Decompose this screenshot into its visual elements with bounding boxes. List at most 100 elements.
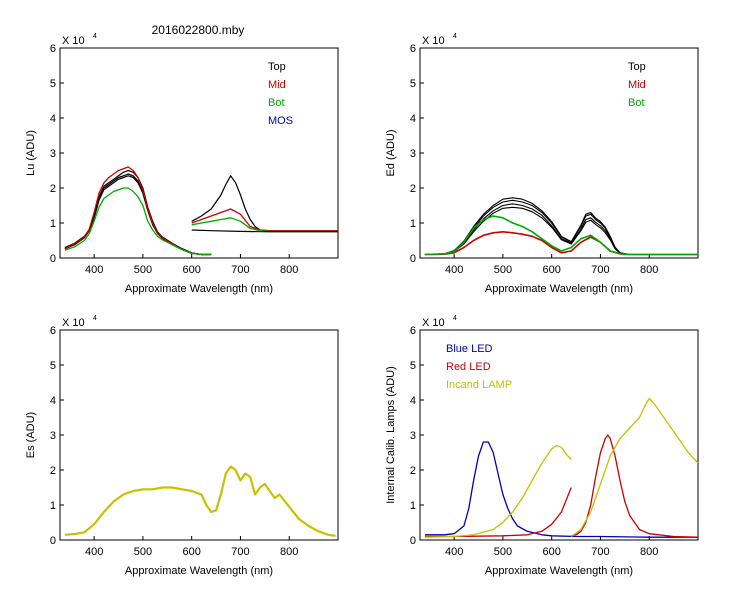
y-tick-label: 0 bbox=[50, 535, 56, 547]
x-tick-label: 700 bbox=[591, 546, 609, 558]
y-tick-label: 3 bbox=[50, 148, 56, 160]
y-tick-label: 3 bbox=[50, 430, 56, 442]
y-tick-label: 6 bbox=[50, 325, 56, 337]
series-line-top bbox=[64, 173, 212, 256]
series-line-bot bbox=[191, 217, 338, 233]
plot-frame bbox=[419, 47, 699, 259]
y-tick-label: 6 bbox=[410, 43, 416, 55]
series-line-bot bbox=[64, 187, 212, 256]
x-tick-label: 500 bbox=[134, 546, 152, 558]
legend-entry-incand-lamp: Incand LAMP bbox=[446, 379, 512, 391]
panel-lamps: 0 1 2 3 4 5 6 400 500 600 700 800 X 10 4 Approximate W… bbox=[385, 315, 699, 577]
y-multiplier-exponent: 4 bbox=[453, 315, 457, 322]
x-tick-label: 500 bbox=[494, 546, 512, 558]
x-tick-label: 700 bbox=[591, 264, 609, 276]
series-line-red-led bbox=[571, 434, 699, 538]
series-line-mid bbox=[64, 166, 212, 256]
plot-frame bbox=[59, 47, 339, 259]
x-tick-label: 600 bbox=[543, 546, 561, 558]
legend-entry-top: Top bbox=[628, 61, 646, 73]
y-tick-label: 5 bbox=[50, 78, 56, 90]
y-tick-label: 2 bbox=[410, 465, 416, 477]
x-axis-label: Approximate Wavelength (nm) bbox=[485, 565, 633, 577]
y-axis-label: Es (ADU) bbox=[25, 412, 37, 458]
x-tick-label: 700 bbox=[231, 264, 249, 276]
y-tick-label: 3 bbox=[410, 430, 416, 442]
y-tick-label: 5 bbox=[50, 360, 56, 372]
x-tick-label: 400 bbox=[85, 546, 103, 558]
y-tick-label: 1 bbox=[410, 500, 416, 512]
y-tick-label: 5 bbox=[410, 360, 416, 372]
y-multiplier-exponent: 4 bbox=[93, 315, 97, 322]
y-multiplier-exponent: 4 bbox=[453, 33, 457, 40]
y-tick-label: 4 bbox=[410, 395, 416, 407]
y-multiplier: X 10 bbox=[62, 35, 85, 47]
x-tick-label: 800 bbox=[640, 546, 658, 558]
y-tick-label: 5 bbox=[410, 78, 416, 90]
x-tick-label: 500 bbox=[134, 264, 152, 276]
plot-frame bbox=[59, 329, 339, 541]
x-tick-label: 800 bbox=[640, 264, 658, 276]
x-tick-label: 700 bbox=[231, 546, 249, 558]
y-multiplier: X 10 bbox=[62, 317, 85, 329]
x-axis-label: Approximate Wavelength (nm) bbox=[125, 565, 273, 577]
y-axis-label: Ed (ADU) bbox=[385, 129, 397, 176]
y-tick-label: 2 bbox=[410, 183, 416, 195]
series-line-incand-lamp bbox=[570, 397, 699, 538]
series-line-bot bbox=[424, 215, 698, 256]
legend-entry-mid: Mid bbox=[628, 79, 646, 91]
legend-entry-top: Top bbox=[268, 61, 286, 73]
legend-entry-mid: Mid bbox=[268, 79, 286, 91]
y-axis-label: Internal Calib. Lamps (ADU) bbox=[385, 366, 397, 504]
y-tick-label: 0 bbox=[50, 253, 56, 265]
x-tick-label: 500 bbox=[494, 264, 512, 276]
y-tick-label: 1 bbox=[50, 218, 56, 230]
x-axis-label: Approximate Wavelength (nm) bbox=[485, 283, 633, 295]
x-tick-label: 600 bbox=[543, 264, 561, 276]
y-tick-label: 1 bbox=[50, 500, 56, 512]
series-line-es bbox=[64, 465, 336, 537]
x-axis-label: Approximate Wavelength (nm) bbox=[125, 283, 273, 295]
y-tick-label: 6 bbox=[410, 325, 416, 337]
x-tick-label: 800 bbox=[280, 264, 298, 276]
panel-ed: 0 1 2 3 4 5 6 400 500 600 700 800 X 10 4 Approximate W… bbox=[385, 33, 699, 295]
legend-entry-mos: MOS bbox=[268, 115, 293, 127]
x-tick-label: 400 bbox=[85, 264, 103, 276]
series-line-top bbox=[191, 175, 338, 232]
x-tick-label: 600 bbox=[183, 264, 201, 276]
series-line-red-led bbox=[424, 487, 572, 538]
series-line-mid bbox=[191, 208, 338, 232]
series-line-incand-lamp bbox=[424, 444, 572, 538]
x-tick-label: 600 bbox=[183, 546, 201, 558]
x-tick-label: 800 bbox=[280, 546, 298, 558]
y-tick-label: 2 bbox=[50, 183, 56, 195]
y-tick-label: 0 bbox=[410, 253, 416, 265]
panel-es: 0 1 2 3 4 5 6 400 500 600 700 800 X 10 4 Approximate W… bbox=[25, 315, 339, 577]
series-line-top bbox=[424, 206, 698, 256]
series-line-top bbox=[64, 175, 212, 256]
y-tick-label: 4 bbox=[410, 113, 416, 125]
legend-entry-bot: Bot bbox=[268, 97, 285, 109]
y-multiplier: X 10 bbox=[422, 35, 445, 47]
figure-title: 2016022800.mby bbox=[152, 23, 245, 37]
y-tick-label: 2 bbox=[50, 465, 56, 477]
y-axis-label: Lu (ADU) bbox=[25, 130, 37, 176]
y-tick-label: 0 bbox=[410, 535, 416, 547]
y-tick-label: 1 bbox=[410, 218, 416, 230]
series-line-top bbox=[424, 197, 698, 256]
legend-entry-bot: Bot bbox=[628, 97, 645, 109]
y-tick-label: 4 bbox=[50, 395, 56, 407]
y-tick-label: 4 bbox=[50, 113, 56, 125]
y-tick-label: 6 bbox=[50, 43, 56, 55]
x-tick-label: 400 bbox=[445, 264, 463, 276]
series-line-blue-led bbox=[424, 441, 698, 538]
legend-entry-red-led: Red LED bbox=[446, 361, 491, 373]
panel-lu: 0 1 2 3 4 5 6 400 500 600 700 800 X 10 4 Approximate W… bbox=[25, 33, 339, 295]
legend-entry-blue-led: Blue LED bbox=[446, 343, 493, 355]
y-multiplier: X 10 bbox=[422, 317, 445, 329]
y-tick-label: 3 bbox=[410, 148, 416, 160]
series-line-top bbox=[191, 229, 338, 233]
x-tick-label: 400 bbox=[445, 546, 463, 558]
